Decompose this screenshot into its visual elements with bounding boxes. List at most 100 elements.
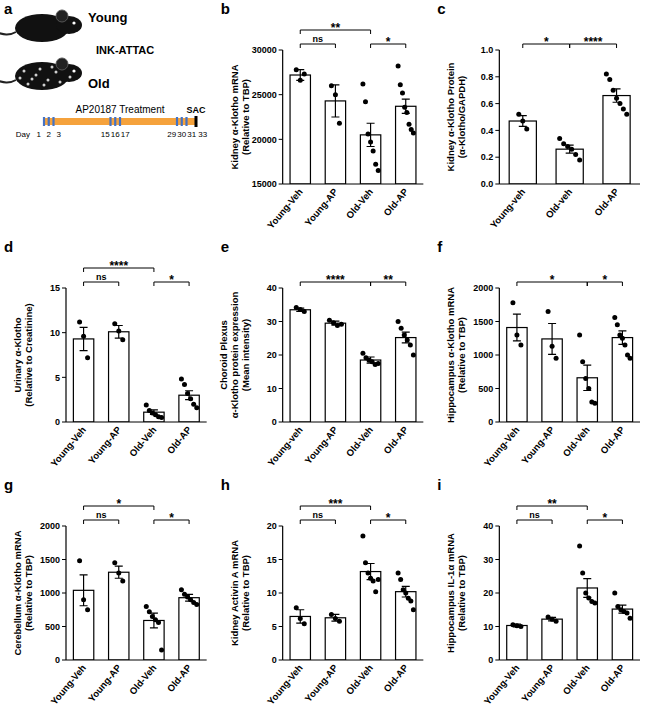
mouse-eye (72, 21, 75, 24)
error-bar (185, 391, 193, 400)
plot-area (73, 319, 199, 422)
tick-label: 30000 (252, 45, 277, 55)
category-label: Young-veh (488, 186, 528, 230)
y-axis-label: (α-Klotho/GAPDH) (456, 76, 467, 158)
y-axis-label: Hippocampus IL-1α mRNA (445, 533, 456, 653)
model-label: INK-ATTAC (96, 44, 154, 56)
data-point (411, 607, 416, 612)
significance-label: ** (547, 497, 557, 511)
category-label: Old-veh (543, 186, 574, 220)
error-bar (331, 85, 339, 117)
bar (73, 339, 93, 422)
data-point (112, 560, 117, 565)
plot-area (290, 534, 416, 660)
significance-label: * (550, 273, 555, 287)
data-point (592, 601, 597, 606)
significance-label: * (169, 511, 174, 525)
bar (325, 618, 345, 660)
data-point (159, 415, 164, 420)
plot-area (507, 300, 633, 422)
y-axis-label: Urinary α-Klotho (12, 317, 23, 392)
group-label: Old (88, 76, 110, 91)
error-bar (296, 308, 304, 311)
data-point (399, 326, 404, 331)
panel-label: g (4, 476, 13, 493)
data-point (622, 342, 627, 347)
category-label: Young-AP (519, 424, 557, 466)
category-label: Young-AP (519, 662, 557, 704)
y-axis-label: (Relative to TBP) (240, 79, 251, 155)
mouse-spot (47, 79, 50, 82)
treatment-tick (48, 117, 50, 126)
significance-label: * (169, 273, 174, 287)
data-point (408, 599, 413, 604)
y-axis-label: (Mean intensity) (240, 319, 251, 391)
x-axis (499, 183, 640, 184)
bar (612, 338, 632, 422)
category-label: Old-Veh (560, 662, 592, 697)
data-point (363, 560, 368, 565)
bar (556, 149, 583, 184)
tick-label: 0.4 (481, 126, 494, 136)
tick-label: 1500 (40, 555, 60, 565)
tick-label: 0.0 (481, 179, 494, 189)
day-label: 15 (101, 130, 110, 139)
significance-label: * (386, 35, 391, 49)
error-bar (296, 610, 304, 623)
bar (290, 75, 310, 184)
data-point (77, 319, 82, 324)
data-point (360, 351, 365, 356)
figure: aYoungINK-ATTACOldAP20187 TreatmentSACDa… (0, 0, 650, 714)
tick-label: 10 (50, 328, 60, 338)
tick-label: 0.6 (481, 99, 494, 109)
tick-label: 15 (50, 283, 60, 293)
y-axis (499, 50, 500, 184)
tick-label: 25000 (252, 90, 277, 100)
category-label: Young-AP (302, 662, 340, 704)
data-point (144, 403, 149, 408)
panel-label: e (221, 238, 229, 255)
sac-tick (195, 116, 198, 127)
tick-label: 0 (272, 417, 277, 427)
data-point (518, 342, 523, 347)
data-point (182, 382, 187, 387)
treatment-tick (52, 117, 54, 126)
y-axis-label: Choroid Plexus (218, 320, 229, 390)
y-axis-label: Hippocampus α-Klotho mRNA (445, 287, 456, 423)
tick-label: 0.2 (481, 152, 494, 162)
data-point (156, 620, 161, 625)
data-point (580, 570, 585, 575)
data-point (612, 591, 617, 596)
significance-label: * (386, 511, 391, 525)
y-axis (65, 526, 66, 660)
plot-area (290, 64, 416, 184)
tick-label: 1.0 (481, 45, 494, 55)
tick-label: 0 (488, 417, 493, 427)
x-axis (283, 659, 424, 660)
data-point (159, 647, 164, 652)
category-label: Old-AP (592, 186, 622, 218)
tick-label: 5 (55, 373, 60, 383)
tick-label: 0 (488, 655, 493, 665)
day-label: 30 (177, 130, 186, 139)
category-label: Young-Veh (48, 662, 88, 707)
y-axis (499, 288, 500, 422)
panel-chart: hKidney Activin A mRNA(Relative to TBP)0… (221, 476, 424, 707)
mouse-spot (23, 70, 26, 73)
day-label: 31 (187, 130, 196, 139)
day-label: 1 (37, 130, 42, 139)
treatment-tick (176, 117, 178, 126)
bar (396, 338, 416, 422)
tick-label: 20 (267, 350, 277, 360)
data-point (376, 361, 381, 366)
panel-label: f (437, 238, 443, 255)
tick-label: 10 (267, 384, 277, 394)
data-point (557, 136, 562, 141)
y-axis-label: α-Klotho protein expression (229, 291, 240, 418)
error-bar (115, 326, 123, 339)
treatment-tick (185, 117, 187, 126)
significance-label: ns (96, 272, 107, 282)
y-axis-label: (Relative to TBP) (23, 555, 34, 631)
significance-bracket (300, 520, 335, 524)
data-point (400, 90, 405, 95)
